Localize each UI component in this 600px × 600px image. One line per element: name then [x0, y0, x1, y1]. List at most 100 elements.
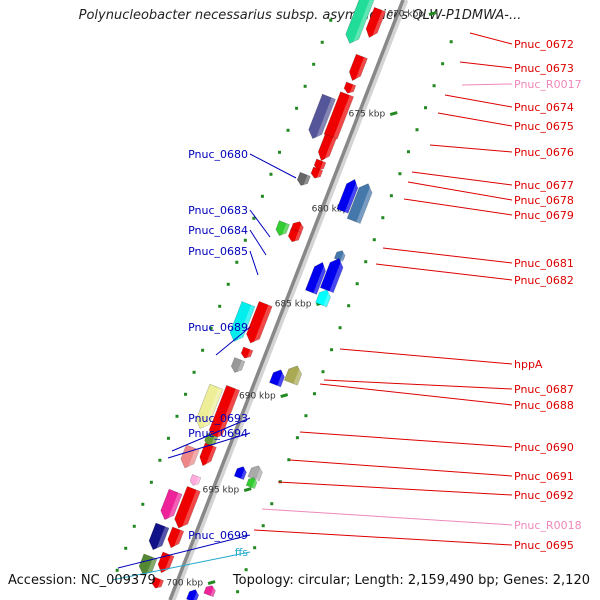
- gene-label: Pnuc_0682: [514, 274, 574, 287]
- tick-dot: [389, 194, 393, 198]
- gene-highlight: [344, 180, 361, 214]
- gene-highlight: [356, 184, 375, 224]
- gene-feature: [174, 485, 201, 531]
- gene-arrow: [343, 81, 357, 94]
- callout-line: [261, 508, 513, 526]
- gene-arrow: [148, 522, 170, 551]
- gene-arrow: [345, 0, 377, 44]
- tick-dot: [398, 172, 402, 176]
- gene-highlight: [167, 492, 183, 523]
- gene-feature: [199, 442, 217, 468]
- tick-dot: [320, 40, 324, 44]
- gene-arrow: [240, 346, 254, 359]
- gene-feature: [336, 178, 361, 214]
- gene-feature: [189, 474, 202, 488]
- gene-highlight: [236, 360, 245, 375]
- scale-tick: [243, 487, 252, 493]
- gene-label: Pnuc_0684: [188, 224, 248, 237]
- gene-arrow: [247, 465, 263, 482]
- gene-feature: [315, 289, 333, 308]
- scale-tick: [207, 580, 216, 586]
- callout-line: [299, 431, 513, 448]
- gene-arrow: [308, 93, 336, 140]
- gene-highlight: [330, 95, 354, 146]
- callout-line: [437, 112, 513, 127]
- tick-dot: [295, 436, 299, 440]
- tick-dot: [338, 326, 342, 330]
- tick-dot: [158, 458, 162, 462]
- gene-highlight: [173, 530, 184, 550]
- gene-feature: [233, 466, 248, 481]
- scale-tick: [389, 111, 398, 117]
- gene-feature: [345, 0, 377, 46]
- tick-dot: [253, 546, 257, 550]
- tick-dot: [381, 216, 385, 220]
- gene-label: Pnuc_0679: [514, 209, 574, 222]
- gene-arrow: [310, 166, 324, 179]
- gene-feature: [230, 357, 246, 375]
- tick-dot: [441, 62, 445, 66]
- gene-highlight: [323, 290, 333, 307]
- gene-arrow: [151, 576, 164, 589]
- tick-dot: [406, 150, 410, 154]
- tick-dot: [287, 458, 291, 462]
- gene-arrow: [313, 158, 327, 171]
- callout-line: [444, 94, 513, 108]
- gene-feature: [246, 300, 273, 346]
- backbone-shadow: [170, 0, 409, 600]
- gene-label: Pnuc_0687: [514, 383, 574, 396]
- gene-feature: [151, 576, 164, 590]
- gene-feature: [365, 6, 386, 40]
- gene-label: Pnuc_R0018: [514, 519, 582, 532]
- callout-line: [407, 181, 513, 201]
- tick-dot: [192, 370, 196, 374]
- gene-feature: [240, 346, 254, 360]
- gene-highlight: [319, 161, 326, 172]
- tick-dot: [303, 84, 307, 88]
- gene-feature: [308, 93, 336, 142]
- tick-dot: [184, 392, 188, 396]
- callout-line: [111, 551, 251, 581]
- gene-highlight: [205, 446, 217, 468]
- gene-highlight: [297, 222, 305, 235]
- tick-dot: [166, 436, 170, 440]
- gene-highlight: [252, 478, 259, 489]
- gene-feature: [186, 589, 201, 600]
- scale-label: 685 kbp: [275, 300, 312, 310]
- gene-label: Pnuc_0694: [188, 427, 248, 440]
- tick-dot: [312, 62, 316, 66]
- gene-highlight: [323, 137, 337, 163]
- callout-line: [319, 383, 513, 406]
- gene-highlight: [163, 555, 175, 575]
- gene-feature: [180, 444, 200, 471]
- scale-label: 680 kbp: [312, 205, 349, 215]
- gene-feature: [245, 477, 259, 489]
- gene-highlight: [340, 251, 347, 262]
- gene-arrow: [365, 6, 386, 38]
- callout-line: [411, 171, 513, 186]
- tick-dot: [321, 370, 325, 374]
- tick-dot: [295, 106, 299, 110]
- tick-dot: [175, 414, 179, 418]
- tick-dot: [286, 128, 290, 132]
- gene-label: Pnuc_0674: [514, 101, 574, 114]
- callout-line: [339, 348, 513, 365]
- gene-highlight: [255, 466, 265, 482]
- gene-feature: [305, 261, 329, 295]
- tick-dot: [270, 502, 274, 506]
- callout-line: [289, 459, 513, 477]
- gene-feature: [157, 551, 175, 575]
- gene-feature: [269, 369, 287, 388]
- gene-arrow: [349, 53, 368, 82]
- callout-line: [215, 326, 251, 356]
- tick-dot: [235, 260, 239, 264]
- tick-dot: [415, 128, 419, 132]
- scale-label: 700 kbp: [166, 579, 203, 589]
- gene-feature: [296, 171, 311, 188]
- tick-dot: [236, 590, 240, 594]
- scale-label: 695 kbp: [203, 486, 240, 496]
- callout-line: [375, 263, 513, 281]
- gene-highlight: [302, 175, 311, 188]
- gene-feature: [275, 220, 290, 238]
